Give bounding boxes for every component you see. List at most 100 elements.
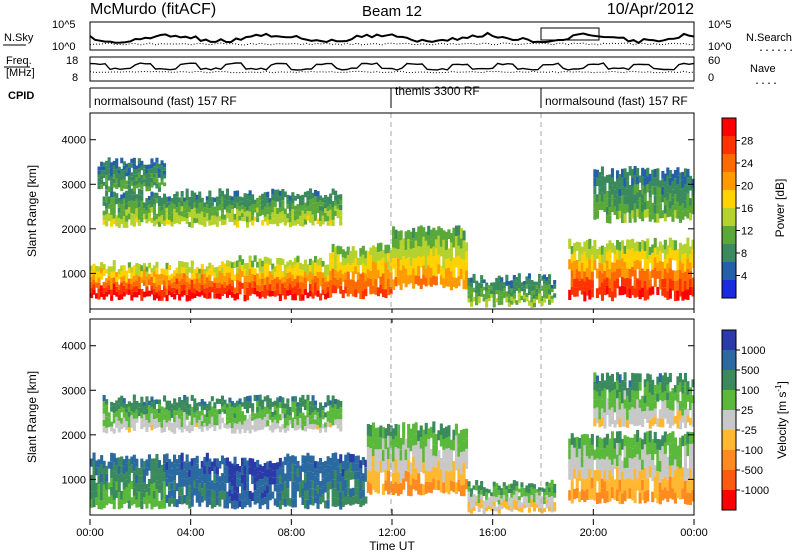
- data-cell: [173, 422, 177, 428]
- data-cell: [303, 191, 307, 198]
- data-cell: [205, 498, 209, 508]
- data-cell: [195, 471, 199, 480]
- data-cell: [175, 459, 179, 468]
- data-cell: [200, 216, 204, 221]
- data-cell: [643, 467, 647, 480]
- data-cell: [165, 196, 169, 203]
- data-cell: [185, 194, 189, 201]
- data-cell: [243, 482, 247, 491]
- data-cell: [648, 442, 652, 455]
- data-cell: [286, 272, 290, 279]
- data-cell: [605, 174, 609, 183]
- data-cell: [135, 414, 139, 419]
- data-cell: [132, 406, 136, 413]
- data-cell: [213, 283, 217, 289]
- data-cell: [681, 244, 685, 254]
- data-cell: [115, 405, 119, 412]
- data-cell: [326, 220, 330, 226]
- data-cell: [384, 289, 388, 299]
- data-cell: [457, 433, 461, 445]
- data-cell: [213, 419, 217, 426]
- data-cell: [598, 470, 602, 482]
- data-cell: [678, 214, 682, 223]
- data-cell: [475, 301, 479, 306]
- data-cell: [100, 473, 104, 483]
- data-cell: [623, 417, 627, 427]
- data-cell: [424, 250, 428, 260]
- data-cell: [374, 460, 378, 471]
- data-cell: [638, 289, 642, 300]
- data-cell: [336, 414, 340, 419]
- data-cell: [193, 417, 197, 423]
- data-cell: [616, 268, 620, 279]
- data-cell: [200, 426, 204, 432]
- data-cell: [623, 381, 627, 391]
- data-cell: [646, 167, 650, 176]
- data-cell: [276, 412, 280, 419]
- data-cell: [251, 287, 255, 294]
- noise-search-series: [89, 42, 694, 46]
- data-cell: [283, 282, 287, 288]
- data-cell: [223, 399, 227, 405]
- data-cell: [397, 424, 401, 437]
- data-cell: [477, 498, 481, 504]
- data-cell: [530, 495, 534, 500]
- data-cell: [185, 212, 189, 219]
- data-cell: [527, 488, 531, 494]
- data-cell: [238, 201, 242, 207]
- data-cell: [185, 288, 189, 295]
- data-cell: [298, 489, 302, 498]
- data-cell: [538, 273, 542, 279]
- data-cell: [314, 202, 318, 209]
- data-cell: [135, 263, 139, 269]
- data-cell: [329, 279, 333, 289]
- data-cell: [120, 194, 124, 200]
- data-cell: [334, 254, 338, 263]
- data-cell: [112, 289, 116, 295]
- data-cell: [510, 288, 514, 293]
- data-cell: [215, 196, 219, 202]
- x-tick-label: 16:00: [479, 527, 507, 539]
- data-cell: [248, 395, 252, 402]
- data-cell: [147, 405, 151, 410]
- data-cell: [261, 414, 265, 420]
- data-cell: [296, 411, 300, 416]
- data-cell: [376, 243, 380, 252]
- data-cell: [173, 213, 177, 219]
- data-cell: [253, 413, 257, 420]
- data-cell: [366, 481, 370, 493]
- data-cell: [303, 219, 307, 225]
- data-cell: [112, 283, 116, 290]
- data-cell: [495, 298, 499, 303]
- data-cell: [633, 491, 637, 504]
- data-cell: [223, 500, 227, 509]
- data-cell: [301, 455, 305, 464]
- data-cell: [356, 471, 360, 480]
- data-cell: [278, 402, 282, 409]
- data-cell: [278, 212, 282, 218]
- data-cell: [286, 479, 290, 489]
- data-cell: [110, 186, 114, 192]
- data-cell: [283, 287, 287, 294]
- data-cell: [643, 411, 647, 419]
- data-cell: [361, 263, 365, 273]
- data-cell: [540, 500, 544, 505]
- data-cell: [603, 194, 607, 204]
- data-cell: [356, 265, 360, 273]
- data-cell: [666, 254, 670, 264]
- data-cell: [210, 489, 214, 500]
- data-cell: [623, 479, 627, 491]
- data-cell: [595, 249, 599, 259]
- data-cell: [658, 439, 662, 451]
- data-cell: [296, 288, 300, 296]
- data-cell: [459, 269, 463, 280]
- data-cell: [510, 497, 514, 503]
- data-cell: [296, 194, 300, 199]
- data-cell: [691, 187, 695, 197]
- data-cell: [593, 399, 597, 409]
- data-cell: [92, 452, 96, 462]
- data-cell: [636, 287, 640, 297]
- data-cell: [200, 467, 204, 475]
- data-cell: [296, 461, 300, 469]
- data-cell: [321, 486, 325, 495]
